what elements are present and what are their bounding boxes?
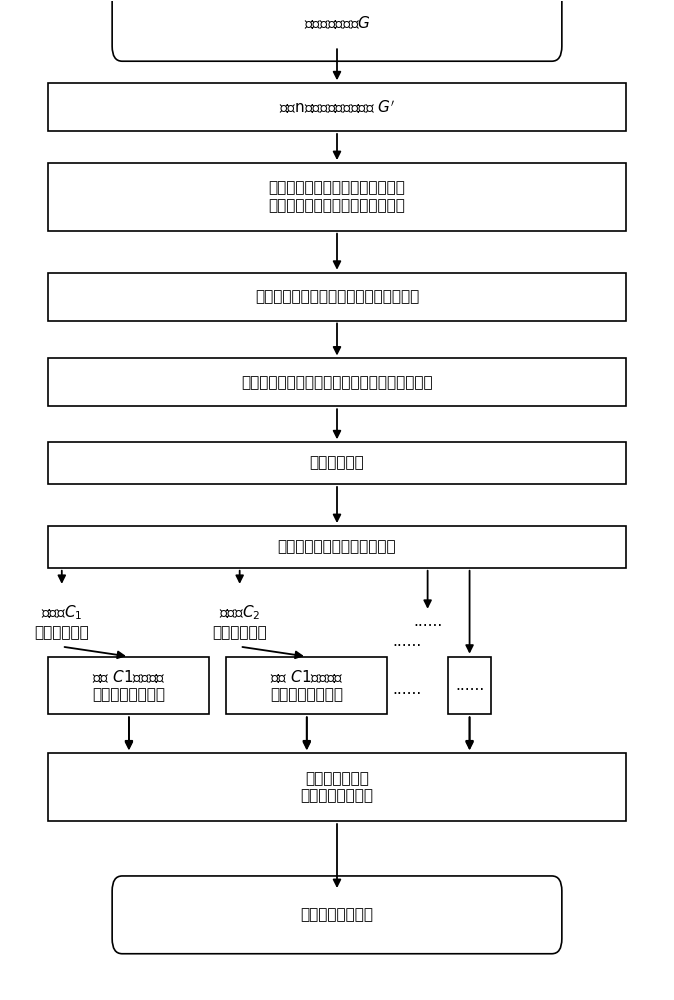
Text: 基于目标函数和约束函数设计适应値函数: 基于目标函数和约束函数设计适应値函数: [255, 289, 419, 304]
Bar: [49, 657, 210, 714]
FancyBboxPatch shape: [112, 0, 562, 61]
Bar: [49, 753, 625, 821]
Text: 基于多种群遗传
算法生成测试用例: 基于多种群遗传 算法生成测试用例: [301, 771, 373, 803]
Bar: [49, 358, 625, 406]
Text: 基于相同输入分量分组变异体: 基于相同输入分量分组变异体: [278, 539, 396, 554]
Bar: [49, 163, 625, 231]
FancyBboxPatch shape: [112, 876, 562, 954]
Bar: [226, 657, 388, 714]
Bar: [49, 83, 625, 131]
Bar: [448, 657, 491, 714]
Text: 基于组$C_2$
确定决策变量: 基于组$C_2$ 确定决策变量: [212, 604, 267, 640]
Text: ......: ......: [455, 678, 484, 693]
Text: 构建相关矩阵: 构建相关矩阵: [309, 456, 365, 471]
Text: 基于适应値动态确定变异体与输入变量的相关性: 基于适应値动态确定变异体与输入变量的相关性: [241, 375, 433, 390]
Bar: [49, 442, 625, 484]
Text: 针对 $C1$建立生成
测试用例优化模型: 针对 $C1$建立生成 测试用例优化模型: [92, 668, 166, 703]
Bar: [49, 273, 625, 320]
Text: ......: ......: [393, 634, 422, 649]
Bar: [49, 526, 625, 568]
Text: 输入：被测程序$G$: 输入：被测程序$G$: [303, 14, 371, 31]
Text: 输出：测试用例集: 输出：测试用例集: [301, 907, 373, 922]
Text: 针对 $C1$建立生成
测试用例优化模型: 针对 $C1$建立生成 测试用例优化模型: [270, 668, 344, 703]
Text: 插入n个变异分支的新程序 $G'$: 插入n个变异分支的新程序 $G'$: [279, 98, 395, 116]
Text: ......: ......: [393, 682, 422, 697]
Text: 基于组$C_1$
确定决策变量: 基于组$C_1$ 确定决策变量: [34, 604, 89, 640]
Text: ......: ......: [413, 614, 442, 629]
Text: 构建变异测试用例生成的优化模型
包含一个目标函数和一个约束函数: 构建变异测试用例生成的优化模型 包含一个目标函数和一个约束函数: [268, 181, 406, 213]
